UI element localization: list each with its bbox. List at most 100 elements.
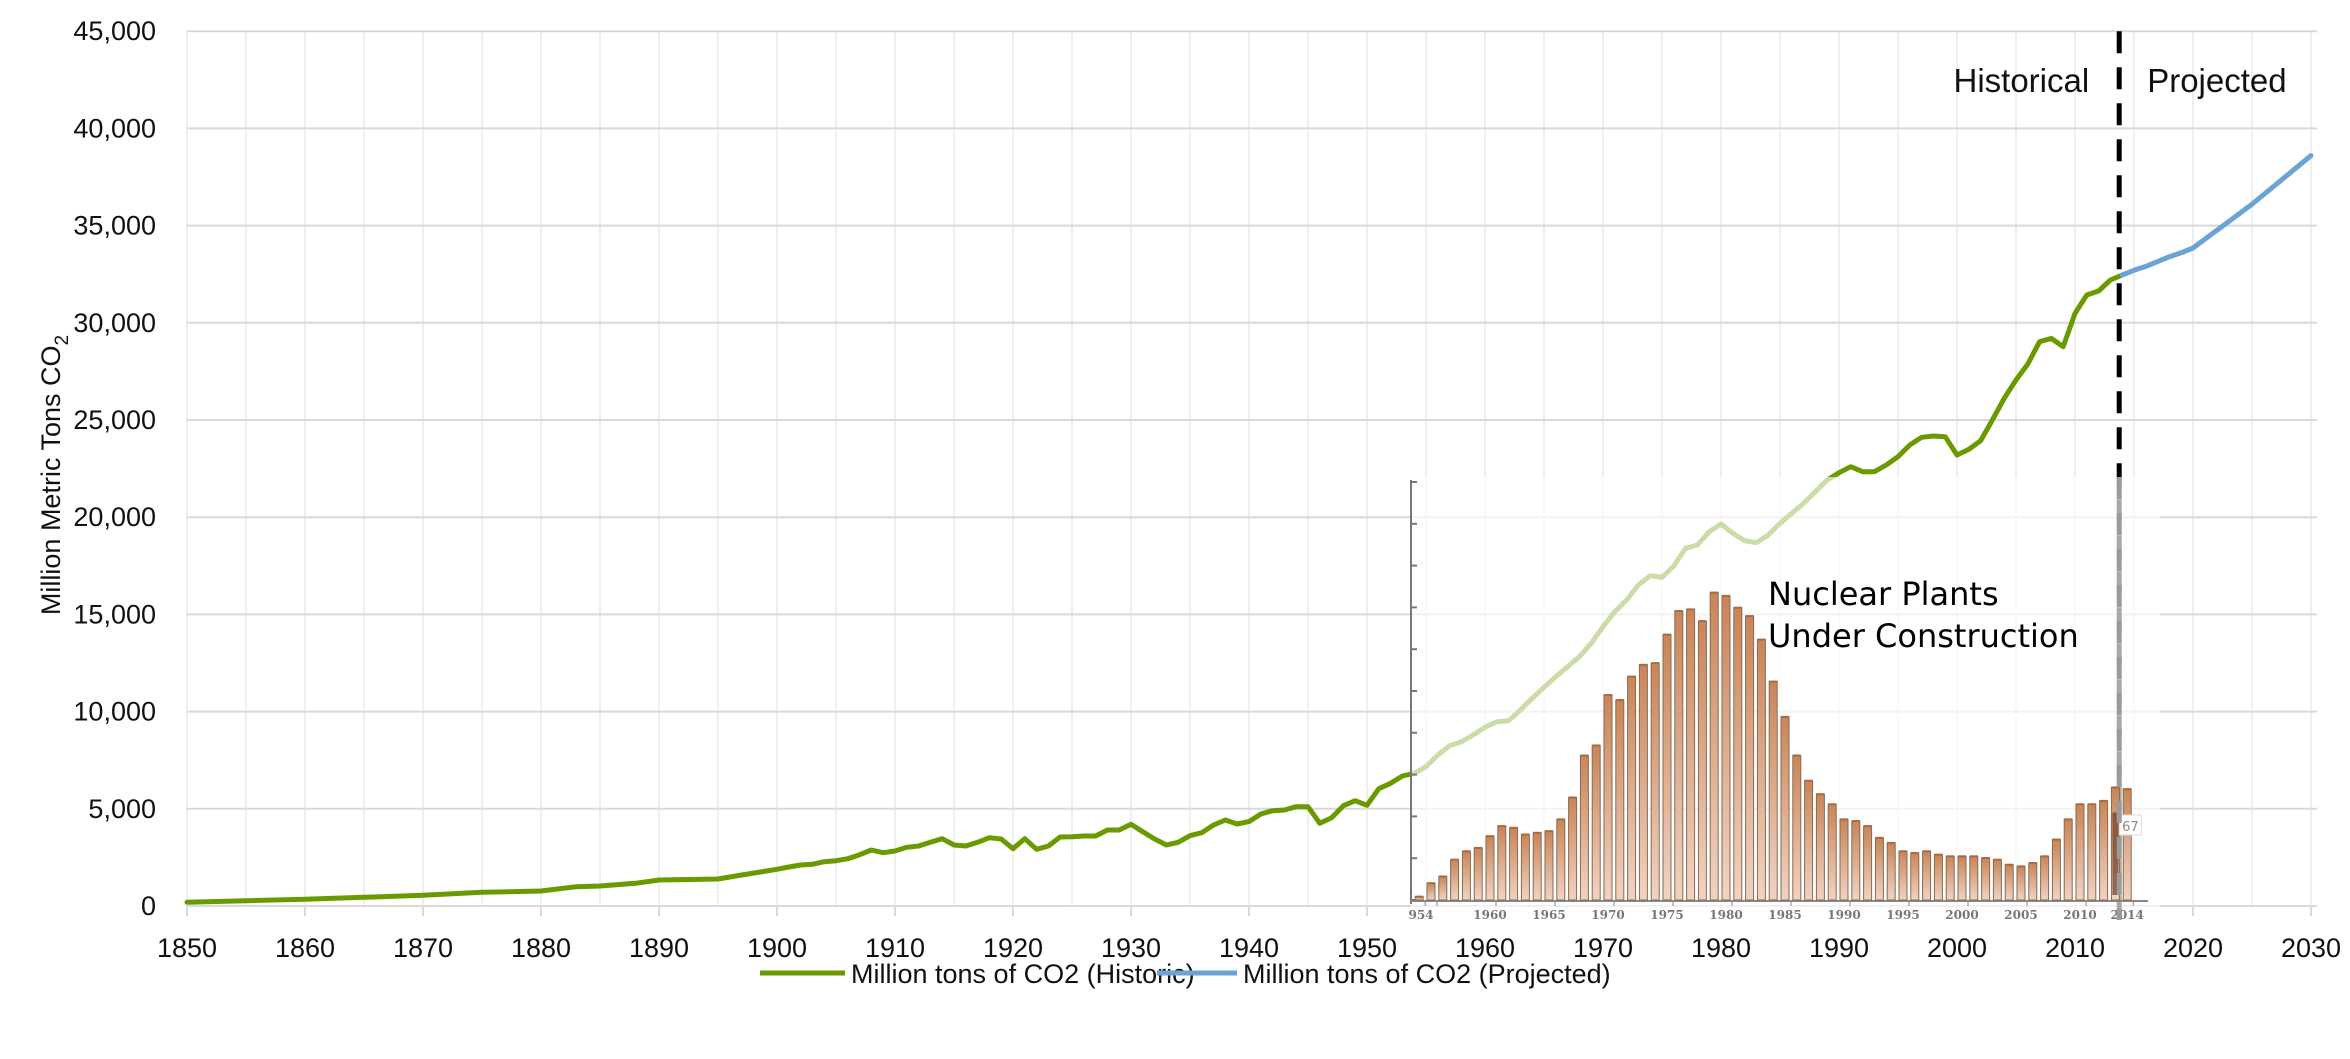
- inset-bar: [1886, 842, 1896, 901]
- inset-bar: [2040, 855, 2050, 901]
- inset-bar: [1579, 755, 1589, 901]
- inset-bar: [2122, 788, 2132, 901]
- inset-x-tick-label: 2014: [2110, 908, 2143, 922]
- inset-bar: [2051, 839, 2061, 901]
- inset-bar: [1426, 882, 1436, 901]
- inset-bar: [1556, 818, 1566, 901]
- inset-bar: [1509, 827, 1519, 901]
- inset-x-tick-label: 1980: [1709, 908, 1742, 922]
- nuclear-inset-chart: 954 1960 1965 1970 1975 1980 1985 1990 1995 2000 2…: [1408, 477, 2160, 925]
- y-tick-label: 35,000: [73, 211, 156, 241]
- y-tick-label: 30,000: [73, 308, 156, 338]
- inset-bar: [2087, 803, 2097, 901]
- inset-bar: [1638, 664, 1648, 901]
- inset-x-tick-label: 2005: [2004, 908, 2037, 922]
- inset-bar: [1650, 662, 1660, 901]
- inset-bar: [1544, 830, 1554, 901]
- y-tick-label: 25,000: [73, 405, 156, 435]
- x-tick-label: 1980: [1691, 933, 1751, 963]
- inset-bar: [1603, 694, 1613, 901]
- inset-bar: [1933, 854, 1943, 901]
- inset-bar: [1473, 847, 1483, 901]
- inset-bar: [1981, 857, 1991, 901]
- inset-x-tick-label: 1975: [1650, 908, 1683, 922]
- inset-x-tick-label: 1985: [1768, 908, 1801, 922]
- inset-bar: [1591, 744, 1601, 901]
- inset-annotation-line-2: Under Construction: [1768, 617, 2079, 655]
- inset-bar: [1874, 837, 1884, 901]
- inset-bar: [1910, 852, 1920, 901]
- legend-label-historic: Million tons of CO2 (Historic): [851, 959, 1195, 989]
- inset-bar: [1733, 607, 1743, 901]
- inset-bar: [1780, 716, 1790, 901]
- y-tick-label: 10,000: [73, 697, 156, 727]
- inset-bar: [1804, 780, 1814, 901]
- projected-label: Projected: [2147, 62, 2286, 99]
- inset-highlighted-bar: [2112, 812, 2119, 895]
- inset-bar: [1756, 639, 1766, 901]
- inset-bar: [1485, 835, 1495, 901]
- y-tick-label: 15,000: [73, 599, 156, 629]
- x-tick-label: 1950: [1337, 933, 1397, 963]
- x-tick-label: 1930: [1101, 933, 1161, 963]
- x-tick-label: 2020: [2163, 933, 2223, 963]
- inset-x-tick-label: 1965: [1532, 908, 1565, 922]
- series-lines: [184, 153, 2314, 905]
- inset-bar: [1438, 875, 1448, 901]
- inset-bar: [1615, 699, 1625, 901]
- inset-bar: [1697, 620, 1707, 901]
- inset-bar: [1827, 803, 1837, 901]
- inset-x-tick-label: 2010: [2063, 908, 2096, 922]
- x-tick-label: 1870: [393, 933, 453, 963]
- inset-bar: [1461, 850, 1471, 901]
- inset-bar: [1957, 855, 1967, 901]
- x-tick-label: 1850: [157, 933, 217, 963]
- y-axis-title-text: Million Metric Tons CO: [36, 346, 66, 616]
- inset-bar: [1674, 610, 1684, 901]
- y-axis-tick-labels: 0 5,000 10,000 15,000 20,000 25,000 30,000 35,0…: [73, 16, 156, 921]
- inset-bar: [1945, 855, 1955, 901]
- inset-value-label: 67: [2122, 820, 2139, 835]
- inset-bar: [1839, 818, 1849, 901]
- inset-annotation-line-1: Nuclear Plants: [1768, 575, 1999, 613]
- legend: Million tons of CO2 (Historic) Million t…: [760, 959, 1611, 989]
- inset-bar: [1450, 859, 1460, 901]
- y-tick-label: 0: [141, 891, 156, 921]
- inset-bar: [1969, 855, 1979, 901]
- inset-x-tick-label: 1960: [1473, 908, 1506, 922]
- inset-bar: [1532, 832, 1542, 901]
- inset-bar: [1745, 615, 1755, 901]
- y-tick-label: 40,000: [73, 113, 156, 143]
- x-tick-label: 2030: [2281, 933, 2341, 963]
- inset-bar: [1922, 850, 1932, 901]
- x-tick-label: 1910: [865, 933, 925, 963]
- inset-x-tick-label: 2000: [1945, 908, 1978, 922]
- historic-series-line: [184, 272, 2125, 905]
- x-tick-label: 1960: [1455, 933, 1515, 963]
- inset-bar: [1686, 608, 1696, 901]
- inset-bar: [1815, 793, 1825, 901]
- x-tick-label: 2000: [1927, 933, 1987, 963]
- y-axis-title: Million Metric Tons CO2: [36, 335, 73, 615]
- projected-series-line: [2119, 153, 2314, 278]
- inset-x-tick-label: 1995: [1886, 908, 1919, 922]
- legend-label-projected: Million tons of CO2 (Projected): [1243, 959, 1611, 989]
- inset-bar: [1568, 797, 1578, 901]
- inset-bar: [2075, 803, 2085, 901]
- x-tick-label: 1890: [629, 933, 689, 963]
- inset-bar: [1662, 634, 1672, 901]
- inset-bar: [1721, 595, 1731, 901]
- inset-bar: [1863, 825, 1873, 901]
- inset-bar: [1497, 825, 1507, 901]
- x-tick-label: 1920: [983, 933, 1043, 963]
- x-tick-label: 1900: [747, 933, 807, 963]
- inset-bar: [1992, 859, 2002, 901]
- y-tick-label: 5,000: [88, 794, 156, 824]
- inset-x-tick-label: 1970: [1591, 908, 1624, 922]
- y-tick-label: 20,000: [73, 502, 156, 532]
- inset-value-tooltip: [2118, 814, 2142, 836]
- inset-bar: [1520, 833, 1530, 901]
- x-axis-tick-labels: 1850 1860 1870 1880 1890 1900 1910 1920 1930 1940…: [157, 933, 2341, 963]
- inset-bar: [1898, 850, 1908, 901]
